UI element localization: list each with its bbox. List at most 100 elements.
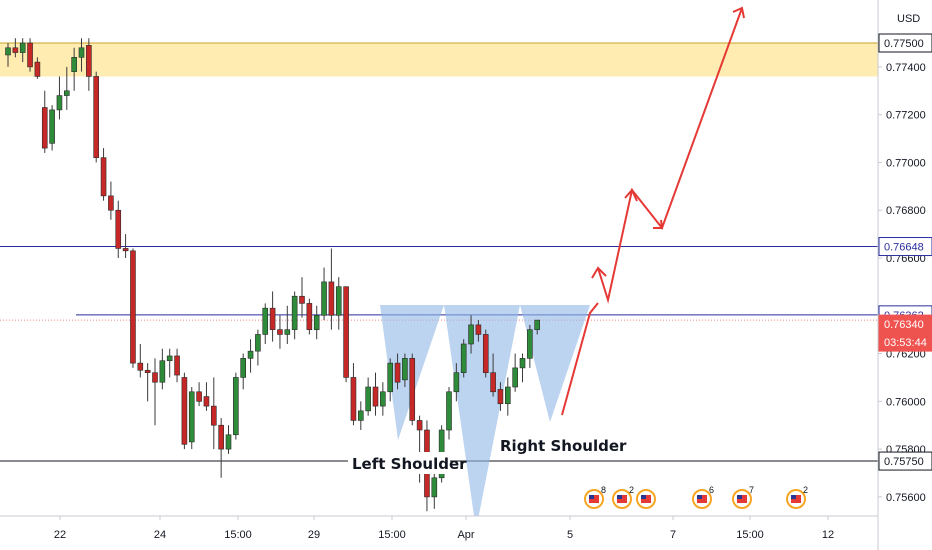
price-axis[interactable]: 0.774000.772000.770000.768000.766000.762… <box>877 0 932 550</box>
candle-body <box>321 281 327 316</box>
candle-body <box>460 343 467 373</box>
candle-body <box>181 377 188 445</box>
candle-body <box>534 319 541 330</box>
price-tag-box <box>878 237 932 257</box>
candle-body <box>78 47 85 58</box>
candle-body <box>64 90 70 96</box>
flag-canton-icon <box>737 495 742 499</box>
candle-body <box>211 405 217 426</box>
annotations: Left Shoulder Right Shoulder <box>348 434 627 474</box>
candle-body <box>49 109 55 144</box>
price-tick-label: 0.77400 <box>886 62 926 74</box>
x-axis-ticks: 22 24 15:00 29 15:00 Apr 5 7 15:00 12 <box>54 516 834 541</box>
price-tag-box <box>878 332 932 352</box>
candle-body <box>350 377 357 421</box>
price-tags: 0.775000.766480.763620.7634003:53:440.75… <box>878 33 932 471</box>
price-tag-box <box>878 33 932 53</box>
event-count-label: 2 <box>803 485 808 495</box>
time-tick-label: 15:00 <box>224 529 252 541</box>
flag-canton-icon <box>697 495 702 499</box>
time-tick-label: 12 <box>822 529 834 541</box>
candle-body <box>497 389 504 405</box>
candle-body <box>115 209 122 249</box>
time-tick-label: 15:00 <box>736 529 764 541</box>
candle-body <box>100 157 107 197</box>
arrowhead-icon <box>732 6 745 19</box>
candle-body <box>5 47 11 56</box>
candle-body <box>34 61 41 77</box>
us-flag-event-icon[interactable] <box>636 489 656 509</box>
candle-body <box>343 286 349 378</box>
economic-events[interactable]: 8 2 6 7 2 <box>584 485 808 509</box>
candle-body <box>166 355 173 362</box>
us-flag-event-icon[interactable]: 6 <box>692 485 714 509</box>
candle-body <box>174 355 180 376</box>
candle-body <box>159 360 166 383</box>
candle-body <box>218 424 224 450</box>
time-tick-label: 7 <box>670 529 676 541</box>
us-flag-event-icon[interactable]: 7 <box>732 485 754 509</box>
price-tick-label: 0.76800 <box>886 205 926 217</box>
candle-body <box>41 107 48 149</box>
flag-canton-icon <box>589 495 594 499</box>
candle-body <box>144 369 151 373</box>
us-flag-event-icon[interactable]: 2 <box>612 485 634 509</box>
candle-body <box>482 334 489 373</box>
candle-body <box>233 377 239 436</box>
price-tick-label: 0.77000 <box>886 157 926 169</box>
candle-body <box>284 329 291 335</box>
flag-canton-icon <box>617 495 622 499</box>
candle-body <box>519 358 526 369</box>
candle-body <box>380 391 386 407</box>
resistance-zone <box>0 43 878 77</box>
left-shoulder-label-bg <box>348 452 450 474</box>
x-axis-background <box>0 516 878 550</box>
event-count-label: 2 <box>629 485 634 495</box>
candle-body <box>137 362 144 371</box>
price-tick-label: 0.76000 <box>886 396 926 408</box>
candle-body <box>71 57 77 72</box>
price-tick-label: 0.77200 <box>886 110 926 122</box>
candle-body <box>255 334 261 352</box>
us-flag-event-icon[interactable]: 2 <box>786 485 808 509</box>
candle-body <box>416 420 423 431</box>
candle-body <box>247 350 254 359</box>
candle-body <box>56 95 63 111</box>
candle-body <box>225 434 232 450</box>
candle-body <box>372 386 379 407</box>
candle-body <box>188 391 195 443</box>
left-shoulder-label: Left Shoulder <box>352 455 467 473</box>
right-shoulder-label-bg <box>497 434 609 456</box>
candle-body <box>12 47 19 53</box>
candle-body <box>387 362 394 393</box>
price-tag-label: 03:53:44 <box>884 337 927 349</box>
candle-body <box>122 248 129 252</box>
time-tick-label: Apr <box>457 529 474 541</box>
candle-body <box>203 396 210 407</box>
candle-body <box>19 42 26 53</box>
candle-body <box>409 358 416 421</box>
candle-body <box>93 76 99 158</box>
candle-body <box>108 195 114 211</box>
currency-label: USD <box>897 13 920 25</box>
candle-body <box>27 42 33 68</box>
price-tag-box <box>878 451 932 471</box>
candle-body <box>277 329 283 335</box>
event-count-label: 7 <box>749 485 754 495</box>
candle-body <box>306 303 313 330</box>
candle-body <box>402 358 408 381</box>
arrowhead-icon <box>624 188 638 202</box>
time-tick-label: 15:00 <box>378 529 406 541</box>
candle-body <box>446 391 452 431</box>
candle-body <box>468 324 474 345</box>
candle-body <box>490 372 496 393</box>
time-tick-label: 24 <box>154 529 166 541</box>
time-tick-label: 29 <box>308 529 320 541</box>
candle-body <box>328 281 335 316</box>
candle-body <box>269 307 276 330</box>
us-flag-event-icon[interactable]: 8 <box>584 485 606 509</box>
price-tick-label: 0.75600 <box>886 492 926 504</box>
candle-body <box>453 372 460 393</box>
candle-body <box>240 358 246 378</box>
